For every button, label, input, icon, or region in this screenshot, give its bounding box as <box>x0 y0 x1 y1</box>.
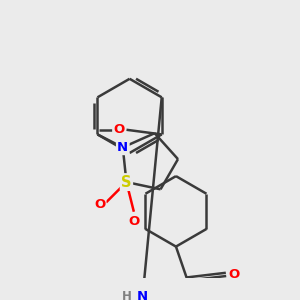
Text: H: H <box>122 290 132 300</box>
Text: N: N <box>137 290 148 300</box>
Text: S: S <box>121 175 132 190</box>
Text: O: O <box>229 268 240 281</box>
Text: N: N <box>117 141 128 154</box>
Text: O: O <box>128 214 140 227</box>
Text: O: O <box>113 123 125 136</box>
Text: O: O <box>94 198 105 211</box>
